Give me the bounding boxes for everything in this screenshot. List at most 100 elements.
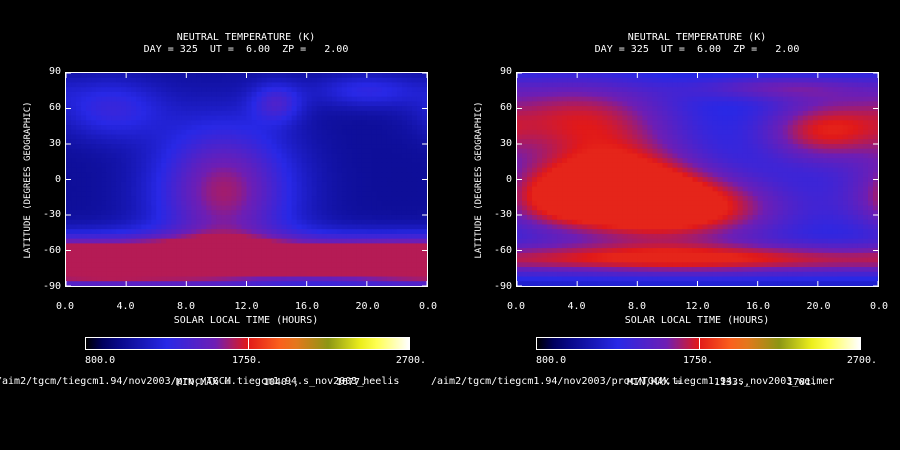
heatmap-cell <box>742 106 749 112</box>
heatmap-cell <box>321 257 328 263</box>
heatmap-cell <box>186 224 192 230</box>
heatmap-cell <box>832 87 839 93</box>
heatmap-cell <box>341 271 348 278</box>
heatmap-cell <box>772 158 779 164</box>
heatmap-cell <box>527 148 533 155</box>
heatmap-cell <box>281 96 288 102</box>
heatmap-cell <box>366 177 373 183</box>
heatmap-cell <box>141 73 147 79</box>
heatmap-cell <box>176 153 182 159</box>
heatmap-cell <box>81 115 87 121</box>
heatmap-cell <box>587 144 593 150</box>
heatmap-cell <box>246 106 253 112</box>
heatmap-cell <box>276 233 283 240</box>
heatmap-cell <box>672 139 679 145</box>
heatmap-cell <box>697 87 704 93</box>
heatmap-cell <box>126 106 132 112</box>
heatmap-cell <box>712 96 719 102</box>
heatmap-cell <box>797 125 804 131</box>
heatmap-cell <box>416 229 423 235</box>
heatmap-cell <box>116 281 122 286</box>
heatmap-cell <box>206 139 213 145</box>
heatmap-cell <box>261 191 268 197</box>
heatmap-cell <box>101 139 107 145</box>
heatmap-cell <box>522 91 528 98</box>
heatmap-cell <box>291 129 298 136</box>
heatmap-cell <box>812 129 819 136</box>
heatmap-cell <box>632 101 638 107</box>
heatmap-cell <box>602 82 608 88</box>
heatmap-cell <box>416 177 423 183</box>
heatmap-cell <box>281 125 288 131</box>
heatmap-cell <box>802 129 809 136</box>
heatmap-cell <box>121 96 127 102</box>
heatmap-cell <box>251 106 258 112</box>
heatmap-cell <box>647 87 653 93</box>
heatmap-cell <box>732 96 739 102</box>
heatmap-cell <box>627 162 633 169</box>
heatmap-cell <box>331 196 338 202</box>
heatmap-cell <box>131 158 137 164</box>
heatmap-cell <box>697 110 704 117</box>
heatmap-cell <box>401 200 408 207</box>
heatmap-cell <box>346 271 353 278</box>
heatmap-cell <box>697 77 704 84</box>
heatmap-cell <box>316 257 323 263</box>
heatmap-cell <box>146 181 152 188</box>
heatmap-cell <box>66 210 72 216</box>
heatmap-cell <box>86 248 92 254</box>
heatmap-cell <box>537 158 543 164</box>
heatmap-cell <box>101 96 107 102</box>
heatmap-cell <box>171 191 177 197</box>
heatmap-cell <box>351 96 358 102</box>
heatmap-plot <box>65 72 428 287</box>
heatmap-cell <box>792 139 799 145</box>
heatmap-cell <box>396 267 403 273</box>
heatmap-cell <box>256 205 263 211</box>
heatmap-cell <box>86 148 92 155</box>
heatmap-cell <box>71 77 77 84</box>
heatmap-cell <box>101 153 107 159</box>
heatmap-cell <box>321 224 328 230</box>
heatmap-cell <box>862 125 869 131</box>
heatmap-cell <box>271 144 278 150</box>
heatmap-cell <box>106 243 112 249</box>
heatmap-cell <box>276 177 283 183</box>
heatmap-cell <box>156 243 162 249</box>
heatmap-cell <box>862 148 869 155</box>
heatmap-cell <box>351 144 358 150</box>
heatmap-cell <box>642 106 648 112</box>
heatmap-cell <box>857 167 864 174</box>
heatmap-cell <box>547 139 553 145</box>
heatmap-cell <box>311 248 318 254</box>
heatmap-cell <box>271 148 278 155</box>
heatmap-cell <box>742 177 749 183</box>
heatmap-cell <box>627 106 633 112</box>
heatmap-cell <box>91 101 97 107</box>
heatmap-cell <box>321 115 328 121</box>
heatmap-cell <box>186 139 192 145</box>
heatmap-cell <box>236 120 243 126</box>
heatmap-cell <box>236 106 243 112</box>
heatmap-cell <box>276 148 283 155</box>
heatmap-cell <box>597 101 603 107</box>
heatmap-cell <box>141 238 147 244</box>
heatmap-cell <box>156 172 162 178</box>
heatmap-cell <box>697 139 704 145</box>
heatmap-cell <box>737 167 744 174</box>
heatmap-cell <box>201 224 207 230</box>
heatmap-cell <box>527 125 533 131</box>
heatmap-cell <box>527 177 533 183</box>
heatmap-cell <box>391 148 398 155</box>
heatmap-cell <box>271 257 278 263</box>
heatmap-cell <box>607 91 613 98</box>
heatmap-cell <box>231 181 238 188</box>
heatmap-cell <box>667 172 674 178</box>
heatmap-cell <box>81 281 87 286</box>
heatmap-cell <box>196 158 202 164</box>
heatmap-cell <box>577 181 583 188</box>
heatmap-cell <box>151 271 157 278</box>
heatmap-cell <box>341 110 348 117</box>
heatmap-cell <box>401 243 408 249</box>
heatmap-cell <box>527 77 533 84</box>
